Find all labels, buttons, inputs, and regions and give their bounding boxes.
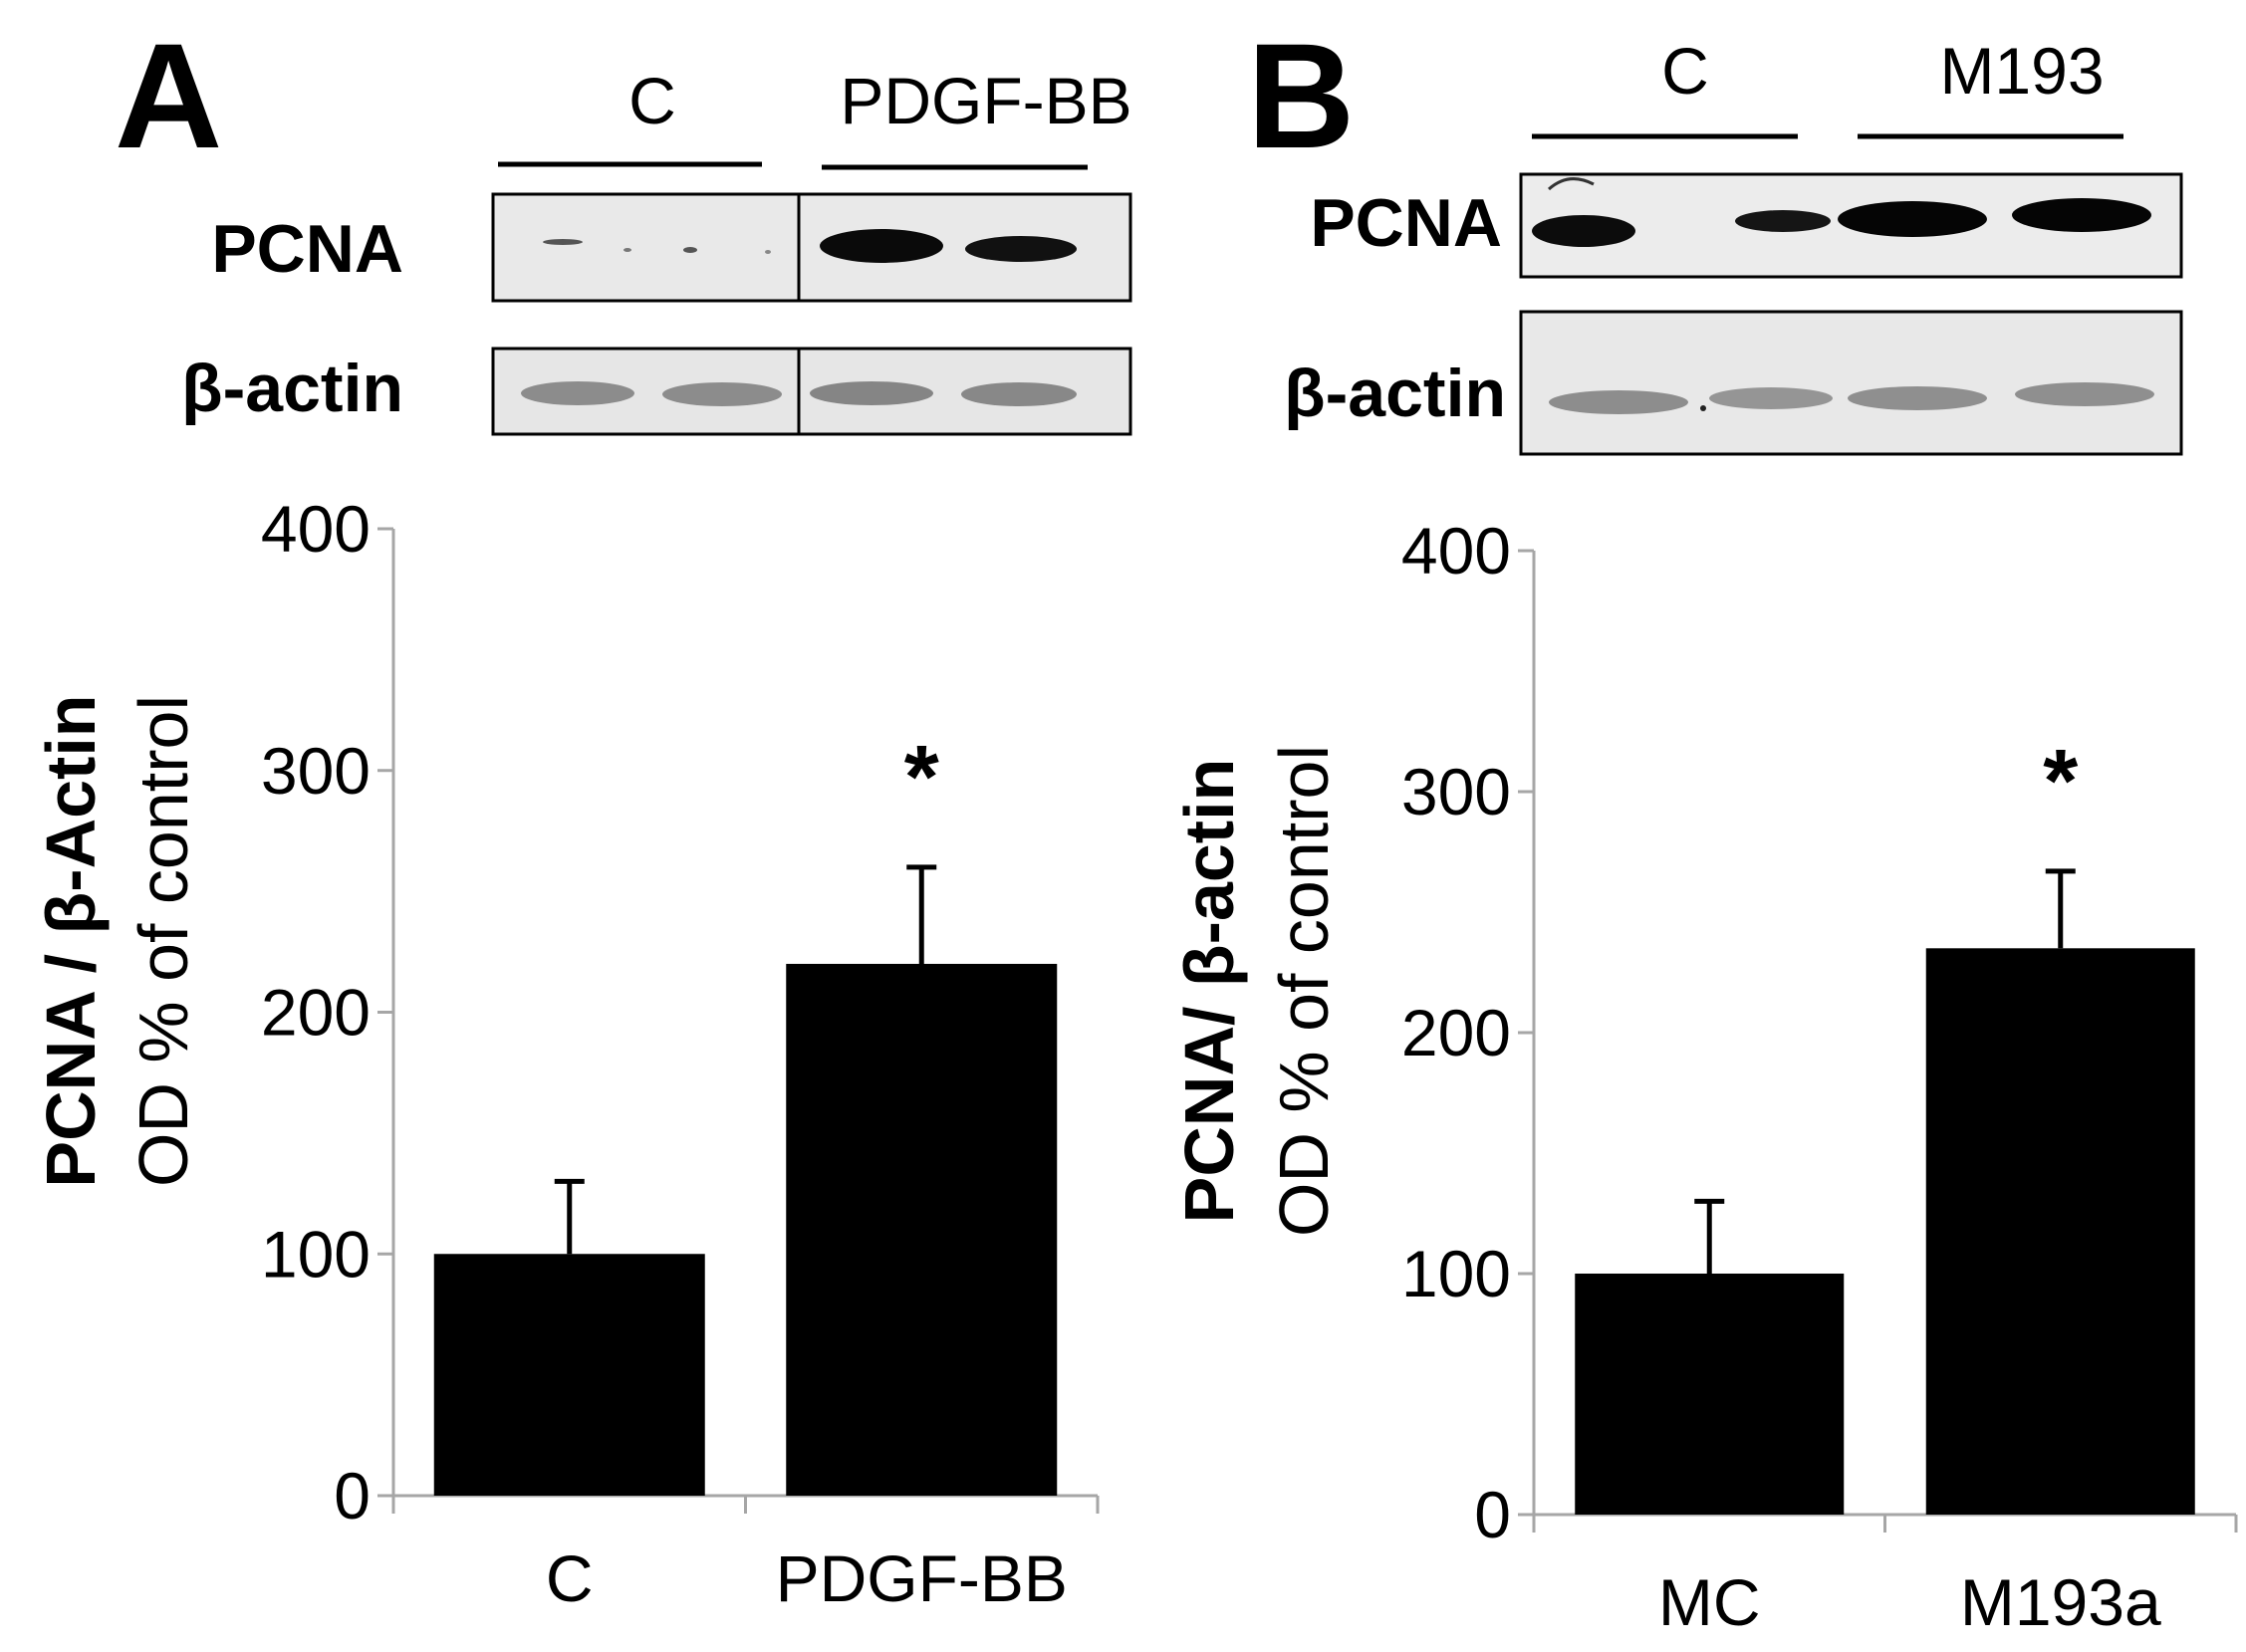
- chart-a-bar-0: [433, 1254, 705, 1496]
- chart-b-y-tick-label: 400: [1401, 514, 1511, 588]
- blot-a-pcna-strip: [491, 192, 1132, 303]
- blot-a-actin-strip: [491, 347, 1132, 436]
- chart-b-ylabel-sub: OD % of control: [1265, 745, 1343, 1237]
- blot-b-row-actin: β-actin: [1284, 355, 1506, 431]
- chart-a-y-tick-label: 300: [261, 734, 371, 808]
- blot-b-row-pcna: PCNA: [1310, 185, 1502, 261]
- chart-b-category-label-1: M193a: [1960, 1565, 2161, 1639]
- blot-a-group-control: C: [628, 64, 676, 137]
- chart-a-error-bar-1: [906, 864, 937, 964]
- chart-b-y-tick-label: 300: [1401, 755, 1511, 828]
- chart-a-ylabel-sub: OD % of control: [125, 695, 202, 1187]
- chart-b-significance-1: *: [2043, 732, 2078, 831]
- chart-a-ylabel-main: PCNA / β-Actin: [32, 694, 110, 1187]
- chart-b-bar-0: [1575, 1274, 1845, 1515]
- chart-b-bar-1: [1925, 948, 2195, 1515]
- chart-a-error-bar-0: [554, 1178, 585, 1255]
- bar-chart-a: PCNA / β-Actin OD % of control 0 100 200 30…: [32, 492, 1100, 1615]
- blot-a-row-actin: β-actin: [181, 351, 403, 426]
- chart-a-y-tick-label: 200: [261, 976, 371, 1050]
- blot-b-group-treated: M193: [1939, 34, 2104, 108]
- blot-b-pcna-strip: [1519, 172, 2183, 279]
- chart-b-error-bar-1: [2045, 868, 2076, 949]
- chart-a-y-tick-label: 0: [334, 1459, 371, 1533]
- chart-b-y-tick-label: 100: [1401, 1237, 1511, 1310]
- chart-a-significance-1: *: [904, 728, 939, 827]
- chart-b-error-bar-0: [1694, 1198, 1725, 1274]
- chart-a-category-label-0: C: [546, 1541, 594, 1615]
- chart-a-bar-1: [786, 963, 1058, 1496]
- chart-b-category-label-0: MC: [1658, 1565, 1761, 1639]
- blot-b-actin-strip: [1519, 310, 2183, 456]
- blot-a-row-pcna: PCNA: [211, 211, 403, 287]
- blot-b-group-control: C: [1661, 34, 1709, 108]
- chart-b-ylabel-main: PCNA/ β-actin: [1170, 759, 1248, 1224]
- panel-letter-a: A: [115, 12, 222, 179]
- chart-a-y-tick-label: 100: [261, 1217, 371, 1291]
- chart-b-y-tick-label: 0: [1474, 1478, 1511, 1551]
- chart-a-category-label-1: PDGF-BB: [776, 1541, 1068, 1615]
- chart-b-y-tick-label: 200: [1401, 996, 1511, 1069]
- panel-letter-b: B: [1247, 12, 1355, 179]
- bar-chart-b: PCNA/ β-actin OD % of control 0 100 200 300…: [1170, 514, 2238, 1639]
- blot-a-group-treated: PDGF-BB: [840, 64, 1131, 137]
- chart-a-y-tick-label: 400: [261, 492, 371, 566]
